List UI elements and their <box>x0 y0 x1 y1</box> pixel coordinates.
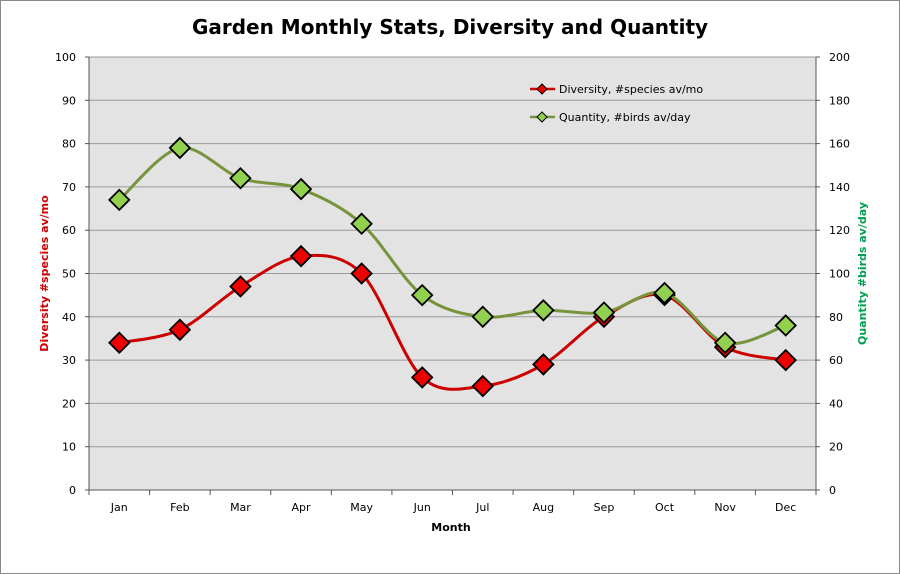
right-tick-label: 140 <box>829 181 850 194</box>
right-tick-label: 200 <box>829 51 850 64</box>
right-tick-label: 0 <box>829 484 836 497</box>
left-tick-label: 80 <box>62 138 76 151</box>
legend-marker-quantity <box>536 111 548 123</box>
left-tick-label: 70 <box>62 181 76 194</box>
data-point <box>774 314 797 337</box>
right-tick-label: 120 <box>829 224 850 237</box>
left-axis-ticks: 0 10 20 30 40 50 60 70 80 90 100 <box>55 51 89 497</box>
x-tick-label: Feb <box>170 501 189 514</box>
data-point <box>289 177 313 201</box>
series-line <box>118 146 787 346</box>
x-tick-label: Sep <box>594 501 615 514</box>
left-tick-label: 50 <box>62 268 76 281</box>
x-tick-label: Jun <box>413 501 431 514</box>
x-tick-label: Jan <box>110 501 128 514</box>
x-tick-label: Jul <box>475 501 489 514</box>
left-tick-label: 40 <box>62 311 76 324</box>
legend: Diversity, #species av/mo Quantity, #bir… <box>530 83 703 124</box>
legend-label-quantity: Quantity, #birds av/day <box>559 111 691 124</box>
series-layer <box>108 136 797 398</box>
data-point <box>532 299 555 322</box>
x-axis-ticks: Jan Feb Mar Apr May Jun Jul Aug Sep Oct Nov Dec <box>88 490 817 514</box>
legend-marker-diversity <box>536 83 548 95</box>
left-tick-label: 60 <box>62 224 76 237</box>
data-point <box>532 353 555 376</box>
right-tick-label: 180 <box>829 94 850 107</box>
gridlines <box>89 56 816 491</box>
data-point <box>229 166 252 190</box>
left-tick-label: 20 <box>62 397 76 410</box>
data-point <box>289 244 313 268</box>
left-tick-label: 30 <box>62 354 76 367</box>
x-tick-label: Oct <box>655 501 675 514</box>
data-point <box>350 262 373 285</box>
x-axis-title: Month <box>431 521 470 534</box>
left-tick-label: 10 <box>62 441 76 454</box>
data-point <box>592 301 616 324</box>
series-quantity <box>108 136 797 355</box>
right-axis-ticks: 0 20 40 60 80 100 120 140 160 180 200 <box>816 51 850 497</box>
left-tick-label: 90 <box>62 94 76 107</box>
data-point <box>471 374 495 398</box>
right-tick-label: 60 <box>829 354 843 367</box>
data-point <box>168 318 192 342</box>
data-point <box>713 331 737 355</box>
data-point <box>108 331 131 355</box>
data-point <box>410 283 434 307</box>
x-tick-label: Aug <box>533 501 554 514</box>
right-tick-label: 100 <box>829 268 850 281</box>
data-point <box>653 281 676 305</box>
left-axis-title: Diversity #species av/mo <box>38 195 51 352</box>
x-tick-label: Nov <box>714 501 736 514</box>
right-tick-label: 40 <box>829 397 843 410</box>
left-tick-label: 0 <box>69 484 76 497</box>
chart-title: Garden Monthly Stats, Diversity and Quan… <box>192 15 708 39</box>
data-point <box>108 188 131 212</box>
data-point <box>471 305 495 329</box>
data-point <box>350 212 373 235</box>
data-point <box>229 275 252 298</box>
legend-item-diversity: Diversity, #species av/mo <box>530 83 703 96</box>
right-tick-label: 160 <box>829 138 850 151</box>
x-tick-label: Dec <box>775 501 796 514</box>
right-tick-label: 20 <box>829 441 843 454</box>
right-tick-label: 80 <box>829 311 843 324</box>
right-axis-title: Quantity #birds av/day <box>856 202 869 345</box>
data-point <box>410 366 434 389</box>
data-point <box>168 136 192 160</box>
x-tick-label: Apr <box>292 501 312 514</box>
x-tick-label: May <box>350 501 373 514</box>
data-point <box>774 348 797 372</box>
x-tick-label: Mar <box>230 501 251 514</box>
legend-label-diversity: Diversity, #species av/mo <box>559 83 703 96</box>
left-tick-label: 100 <box>55 51 76 64</box>
legend-item-quantity: Quantity, #birds av/day <box>530 111 691 124</box>
